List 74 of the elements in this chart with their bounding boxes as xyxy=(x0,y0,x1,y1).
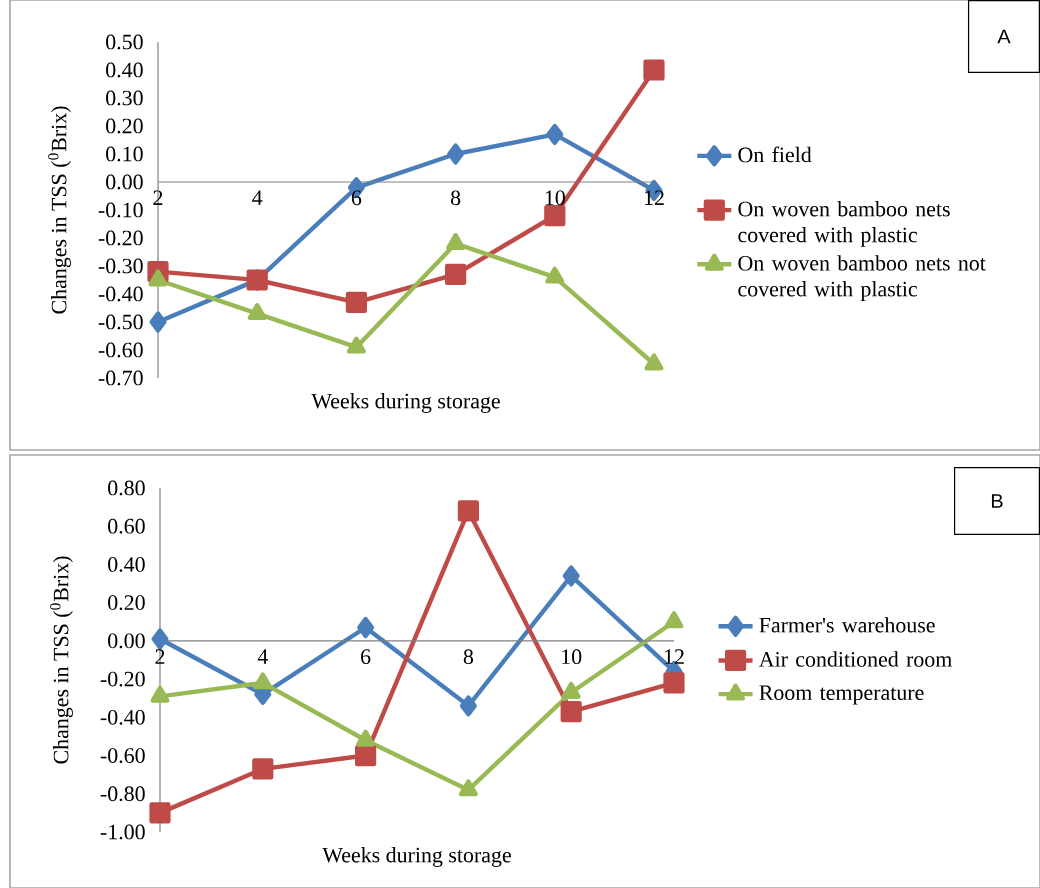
y-tick-label: 0.00 xyxy=(108,633,145,649)
point xyxy=(446,233,466,250)
y-tick-label: -0.60 xyxy=(100,748,145,763)
y-tick-label: -0.30 xyxy=(98,258,143,274)
point xyxy=(253,672,273,690)
y-tick-label: 0.10 xyxy=(106,146,143,162)
x-axis-title: Weeks during storage xyxy=(311,393,500,413)
y-tick-label: 0.40 xyxy=(108,557,145,572)
point xyxy=(560,701,582,723)
y-tick-label: -0.10 xyxy=(98,202,143,218)
point xyxy=(149,311,167,333)
y-tick-label: -0.50 xyxy=(98,314,143,330)
legend-label: On woven bamboo nets covered with plastic xyxy=(738,201,950,247)
x-tick-label: 4 xyxy=(257,649,268,664)
y-tick-label: -1.00 xyxy=(100,824,145,840)
y-tick-label: 0.40 xyxy=(106,62,143,78)
point xyxy=(664,611,684,629)
point xyxy=(150,685,170,703)
y-axis-title: Changes in TSS ($^{0}$Brix) xyxy=(48,106,71,314)
text: B xyxy=(991,494,1003,508)
point xyxy=(544,205,566,227)
x-tick-label: 10 xyxy=(562,649,582,665)
x-axis-title: Weeks during storage xyxy=(322,847,511,867)
x-tick-label: 8 xyxy=(463,649,474,665)
y-tick-label: 0.60 xyxy=(108,518,145,534)
point xyxy=(151,628,169,650)
point xyxy=(663,672,685,694)
legend-label: On field xyxy=(738,146,812,163)
point xyxy=(459,695,477,717)
point xyxy=(445,263,467,285)
text: A xyxy=(997,29,1011,44)
point xyxy=(346,336,366,354)
x-tick-label: 10 xyxy=(545,190,565,206)
y-tick-label: -0.60 xyxy=(98,342,143,358)
x-tick-label: 4 xyxy=(252,190,263,205)
y-tick-label: 0.80 xyxy=(108,480,145,496)
legend-label: Air conditioned room xyxy=(758,651,952,667)
y-tick-label: 0.30 xyxy=(106,90,143,106)
point xyxy=(148,269,168,287)
x-tick-label: 2 xyxy=(155,649,165,664)
point xyxy=(447,143,465,165)
point xyxy=(562,565,580,587)
x-tick-label: 2 xyxy=(153,190,163,205)
point xyxy=(458,779,478,797)
y-tick-label: -0.20 xyxy=(100,671,145,687)
y-tick-label: 0.00 xyxy=(106,174,143,190)
point xyxy=(561,681,581,699)
y-tick-label: 0.20 xyxy=(106,118,143,134)
point xyxy=(457,500,479,522)
y-tick-label: -0.70 xyxy=(98,370,143,386)
y-tick-label: 0.20 xyxy=(108,595,145,611)
point xyxy=(356,729,376,747)
point xyxy=(149,802,171,824)
x-tick-label: 8 xyxy=(450,190,461,206)
point xyxy=(643,59,665,81)
point xyxy=(545,266,565,284)
legend-label: Room temperature xyxy=(759,685,924,705)
y-axis-title: Changes in TSS ($^{0}$Brix) xyxy=(50,556,73,764)
x-tick-label: 6 xyxy=(361,649,371,665)
point xyxy=(357,616,375,639)
point xyxy=(644,353,664,371)
legend-label: On woven bamboo nets not covered with plastic xyxy=(738,255,986,301)
point xyxy=(247,303,267,320)
y-tick-label: -0.40 xyxy=(98,286,143,302)
x-tick-label: 12 xyxy=(664,649,684,664)
point xyxy=(345,291,367,313)
y-tick-label: -0.80 xyxy=(100,786,145,802)
point xyxy=(252,758,274,780)
point xyxy=(546,123,564,145)
y-tick-label: -0.40 xyxy=(100,709,145,725)
y-tick-label: 0.50 xyxy=(106,34,143,50)
legend-label: Farmer's warehouse xyxy=(759,617,935,633)
y-tick-label: -0.20 xyxy=(98,230,143,246)
point xyxy=(355,744,377,767)
